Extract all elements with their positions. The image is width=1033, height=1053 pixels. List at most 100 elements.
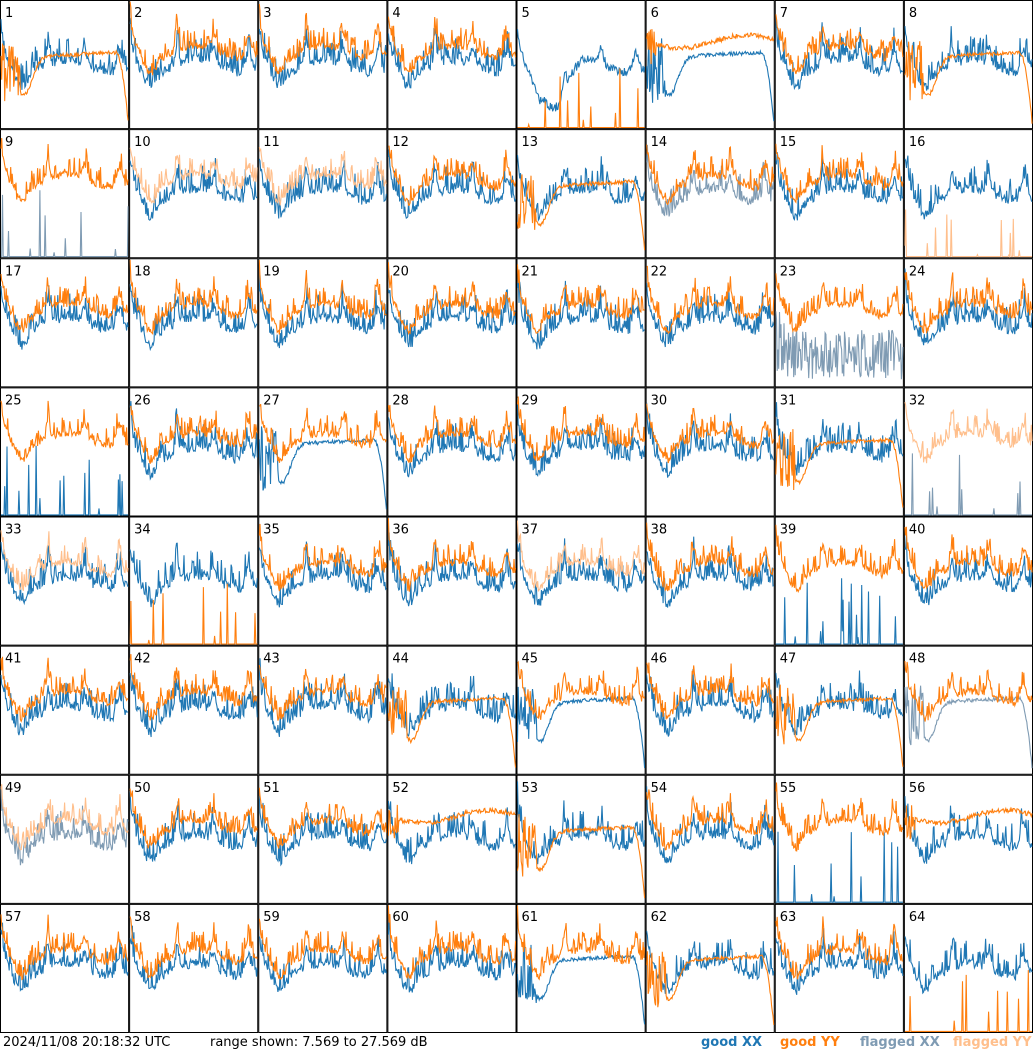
panel-52: 52 [387,774,517,904]
panel-45: 45 [516,645,646,775]
series-xx-line [387,289,516,348]
series-xx-line [646,402,775,478]
panel-label: 14 [651,135,668,150]
series-yy-line [258,787,387,849]
series-xx-line [258,541,387,608]
panel-label: 36 [392,523,409,538]
panel-label: 56 [909,781,926,796]
series-yy-line [646,522,775,592]
series-xx-line [129,17,258,88]
series-yy-line [517,814,646,899]
panel-frame [774,258,904,388]
series-yy-line [646,144,775,206]
panel-label: 9 [5,135,13,150]
series-xx-line [904,155,1033,220]
panel-frame [258,0,388,130]
panel-label: 7 [780,6,788,21]
panel-21: 21 [516,258,646,388]
series-xx-line [646,144,775,217]
panel-15: 15 [774,129,904,259]
panel-label: 60 [392,910,409,925]
panel-64: 64 [903,903,1033,1033]
panel-18: 18 [129,258,259,388]
series-xx-line [646,669,775,737]
series-yy-line [0,656,129,723]
series-xx-line [775,928,904,995]
series-yy-line [129,916,258,979]
panel-frame [645,645,775,775]
panel-label: 57 [5,910,22,925]
panel-label: 17 [5,264,22,279]
panel-24: 24 [903,258,1033,388]
panel-26: 26 [129,387,259,517]
panel-3: 3 [258,0,388,130]
series-yy-line [775,429,904,508]
panel-35: 35 [258,516,388,646]
series-yy-line [0,400,129,462]
series-yy-line [0,137,129,203]
panel-frame [516,0,646,130]
panel-32: 32 [903,387,1033,517]
panel-frame [516,129,646,259]
panel-29: 29 [516,387,646,517]
panel-label: 22 [651,264,668,279]
panel-label: 28 [392,393,409,408]
panel-label: 2 [134,6,142,21]
panel-label: 58 [134,910,151,925]
panel-label: 52 [392,781,409,796]
series-yy-line [517,520,646,592]
series-xx-line [0,674,129,736]
panel-53: 53 [516,774,646,904]
panel-label: 29 [522,393,539,408]
panel-label: 44 [392,652,409,667]
series-yy-line [0,273,129,333]
series-xx-line [646,536,774,608]
series-yy-line [904,805,1033,840]
series-xx-line [775,831,903,903]
panel-frame [645,0,775,130]
series-yy-line [258,918,387,980]
panel-label: 55 [780,781,797,796]
panel-1: 1 [0,0,130,130]
panel-25: 25 [0,387,130,517]
series-yy-line [129,583,258,645]
series-yy-line [904,272,1033,334]
panel-43: 43 [258,645,388,775]
series-xx-line [258,795,387,867]
panel-label: 27 [263,393,280,408]
series-yy-line [258,664,387,721]
series-yy-line [775,273,904,333]
panel-4: 4 [387,0,517,130]
panel-label: 32 [909,393,926,408]
panel-17: 17 [0,258,130,388]
panel-label: 31 [780,393,797,408]
series-xx-line [904,936,1033,995]
series-xx-line [517,270,645,350]
series-xx-line [258,936,387,993]
panel-51: 51 [258,774,388,904]
series-xx-line [129,672,258,738]
series-yy-line [129,788,258,849]
series-xx-line [129,925,258,991]
panel-frame [387,774,517,904]
panel-label: 54 [651,781,668,796]
series-yy-line [904,41,1033,124]
series-yy-line [646,951,775,1025]
footer-bar: 2024/11/08 20:18:32 UTC range shown: 7.5… [0,1033,1033,1053]
panel-label: 16 [909,135,926,150]
panel-label: 34 [134,523,151,538]
panel-label: 42 [134,652,151,667]
panel-31: 31 [774,387,904,517]
panel-37: 37 [516,516,646,646]
series-yy-line [387,262,516,336]
panel-48: 48 [903,645,1033,775]
series-yy-line [904,401,1033,464]
series-yy-line [646,789,775,851]
panel-58: 58 [129,903,259,1033]
series-yy-line [0,914,129,981]
series-yy-line [646,29,775,65]
series-xx-line [517,943,646,1025]
panel-label: 10 [134,135,151,150]
panel-10: 10 [129,129,259,259]
